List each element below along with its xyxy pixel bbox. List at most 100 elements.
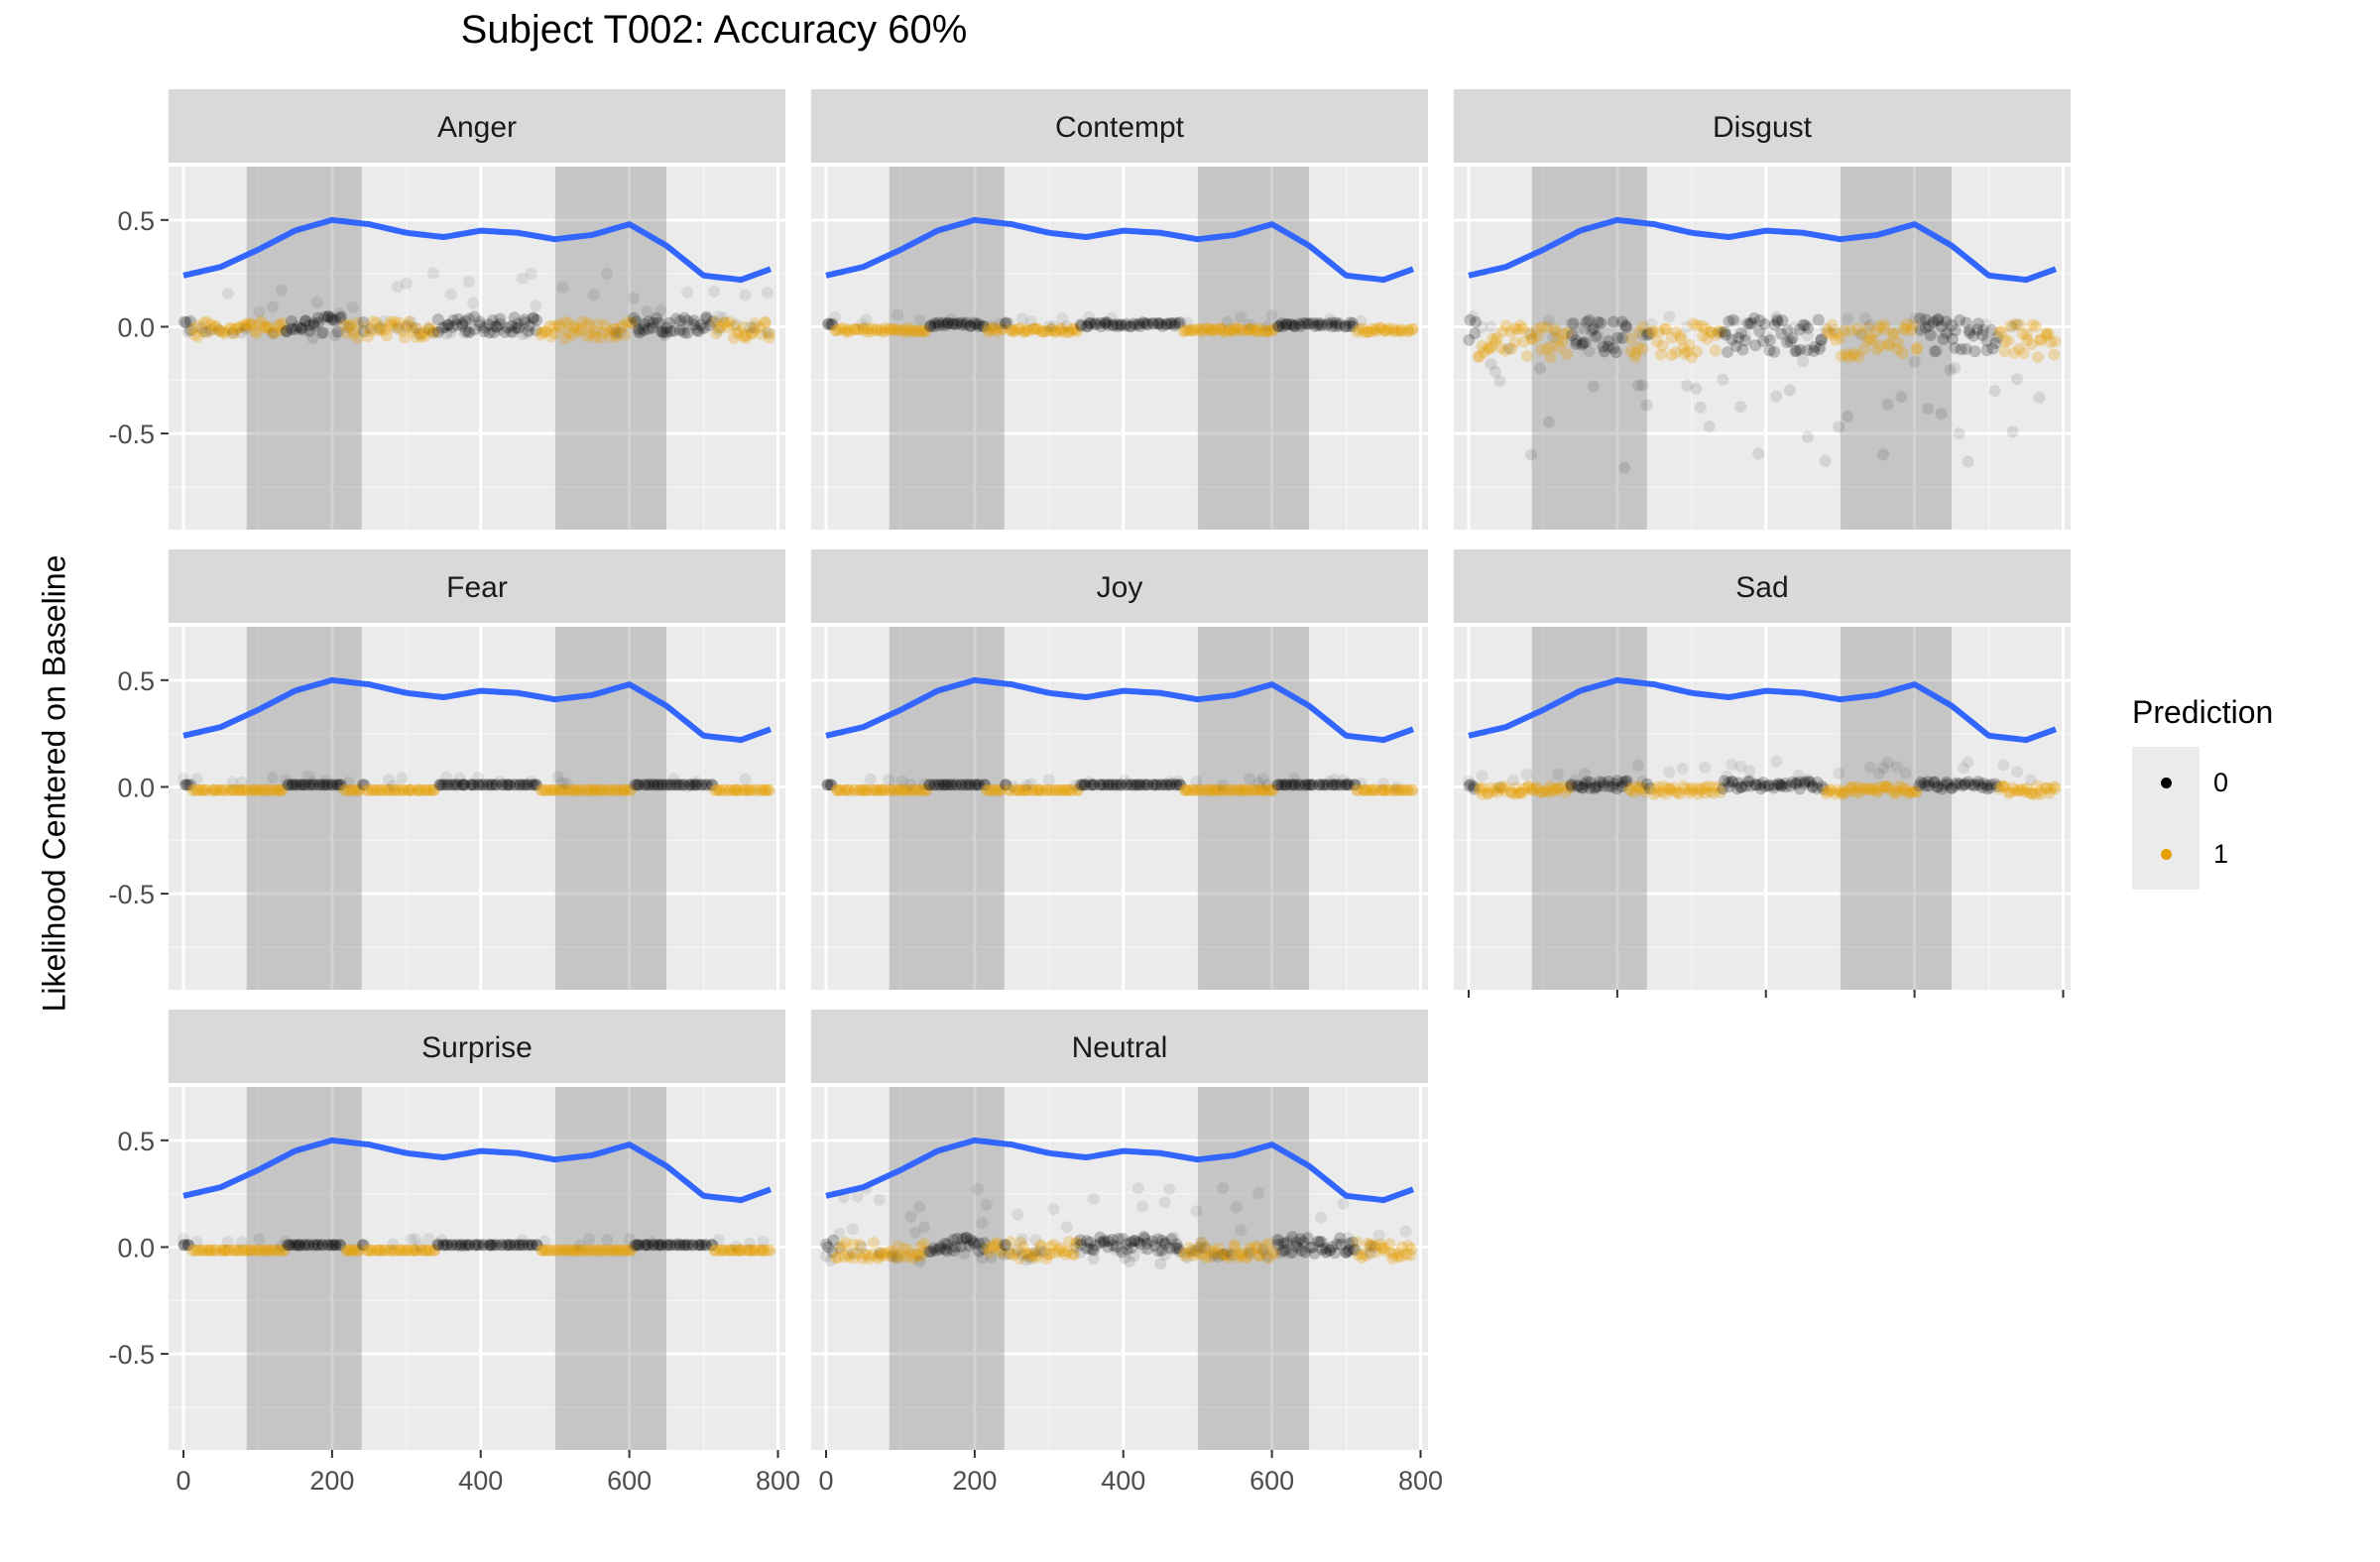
- data-point: [468, 1239, 481, 1252]
- data-point: [544, 330, 557, 343]
- data-point: [247, 783, 260, 796]
- data-point: [2021, 334, 2034, 347]
- data-point: [638, 317, 651, 330]
- data-point: [1665, 331, 1678, 344]
- data-point: [450, 779, 463, 791]
- data-point: [298, 1239, 310, 1252]
- data-point: [212, 323, 225, 336]
- data-point: [489, 1239, 502, 1252]
- data-point: [1179, 324, 1192, 337]
- data-point: [1223, 323, 1236, 336]
- data-point: [1009, 1246, 1021, 1259]
- data-point: [634, 326, 647, 339]
- data-point: [388, 783, 401, 796]
- data-point: [1715, 325, 1727, 338]
- y-tick-label: 0.5: [117, 206, 155, 236]
- data-point: [1789, 345, 1802, 358]
- panel-bg-anger: [169, 167, 785, 530]
- data-point: [575, 1244, 588, 1257]
- data-point: [1231, 1251, 1244, 1263]
- data-point: [833, 1227, 846, 1240]
- strip-label-surprise: Surprise: [421, 1031, 533, 1064]
- data-point: [437, 1239, 450, 1252]
- data-point: [926, 317, 939, 330]
- data-point: [865, 324, 878, 337]
- data-point: [1196, 1237, 1209, 1250]
- data-point: [188, 1244, 201, 1257]
- data-point: [334, 310, 347, 323]
- data-point: [1640, 399, 1653, 412]
- data-point: [197, 1244, 210, 1257]
- data-point: [1258, 325, 1271, 338]
- data-point: [1910, 343, 1923, 356]
- data-point: [960, 1232, 973, 1245]
- data-point: [1530, 781, 1543, 793]
- data-point: [1540, 785, 1553, 798]
- data-point: [980, 1198, 993, 1211]
- data-point: [2040, 781, 2053, 794]
- data-point: [851, 1248, 864, 1261]
- data-point: [530, 779, 542, 791]
- data-point: [914, 323, 927, 336]
- data-point: [1607, 342, 1620, 355]
- data-point: [269, 783, 282, 796]
- data-point: [188, 328, 201, 341]
- data-point: [733, 1244, 746, 1257]
- data-point: [759, 315, 772, 328]
- data-point: [548, 1244, 561, 1257]
- data-point: [258, 783, 271, 796]
- data-point: [898, 1243, 911, 1256]
- data-point: [706, 779, 719, 791]
- data-point: [1622, 782, 1635, 795]
- data-point: [315, 1239, 328, 1252]
- data-point: [1525, 332, 1538, 345]
- data-point: [709, 315, 722, 328]
- data-point: [287, 1239, 299, 1252]
- data-point: [945, 779, 958, 791]
- data-point: [1053, 1242, 1066, 1255]
- data-point: [539, 1244, 552, 1257]
- data-point: [559, 332, 572, 345]
- data-point: [1565, 317, 1578, 330]
- data-point: [1277, 1237, 1290, 1250]
- data-point: [218, 327, 231, 340]
- data-point: [384, 318, 397, 331]
- data-point: [1761, 330, 1774, 343]
- data-point: [1327, 779, 1340, 791]
- data-point: [871, 323, 884, 336]
- data-point: [1274, 1247, 1287, 1260]
- data-point: [1217, 779, 1230, 791]
- data-point: [648, 779, 660, 791]
- data-point: [887, 1250, 899, 1262]
- data-point: [1378, 324, 1391, 337]
- data-point: [991, 1237, 1004, 1250]
- data-point: [1405, 1243, 1418, 1256]
- data-point: [280, 1236, 293, 1249]
- data-point: [222, 1244, 235, 1257]
- data-point: [1914, 312, 1927, 325]
- data-point: [264, 1244, 277, 1257]
- data-point: [394, 1244, 407, 1257]
- data-point: [1254, 783, 1267, 796]
- data-point: [1673, 787, 1686, 800]
- data-point: [1533, 362, 1546, 375]
- data-point: [1534, 786, 1547, 799]
- data-point: [512, 322, 525, 335]
- data-point: [1297, 317, 1310, 330]
- data-point: [507, 326, 520, 339]
- data-point: [383, 783, 396, 796]
- data-point: [597, 783, 610, 796]
- data-point: [1045, 322, 1058, 335]
- data-point: [483, 1239, 496, 1252]
- data-point: [1373, 321, 1386, 334]
- data-point: [1704, 781, 1717, 793]
- data-point: [2013, 783, 2026, 796]
- data-point: [1650, 335, 1663, 348]
- data-point: [486, 314, 499, 327]
- data-point: [1802, 776, 1815, 788]
- data-point: [1633, 781, 1646, 793]
- data-point: [1094, 779, 1107, 791]
- data-point: [960, 316, 973, 329]
- data-point: [1003, 1248, 1015, 1261]
- data-point: [842, 783, 855, 796]
